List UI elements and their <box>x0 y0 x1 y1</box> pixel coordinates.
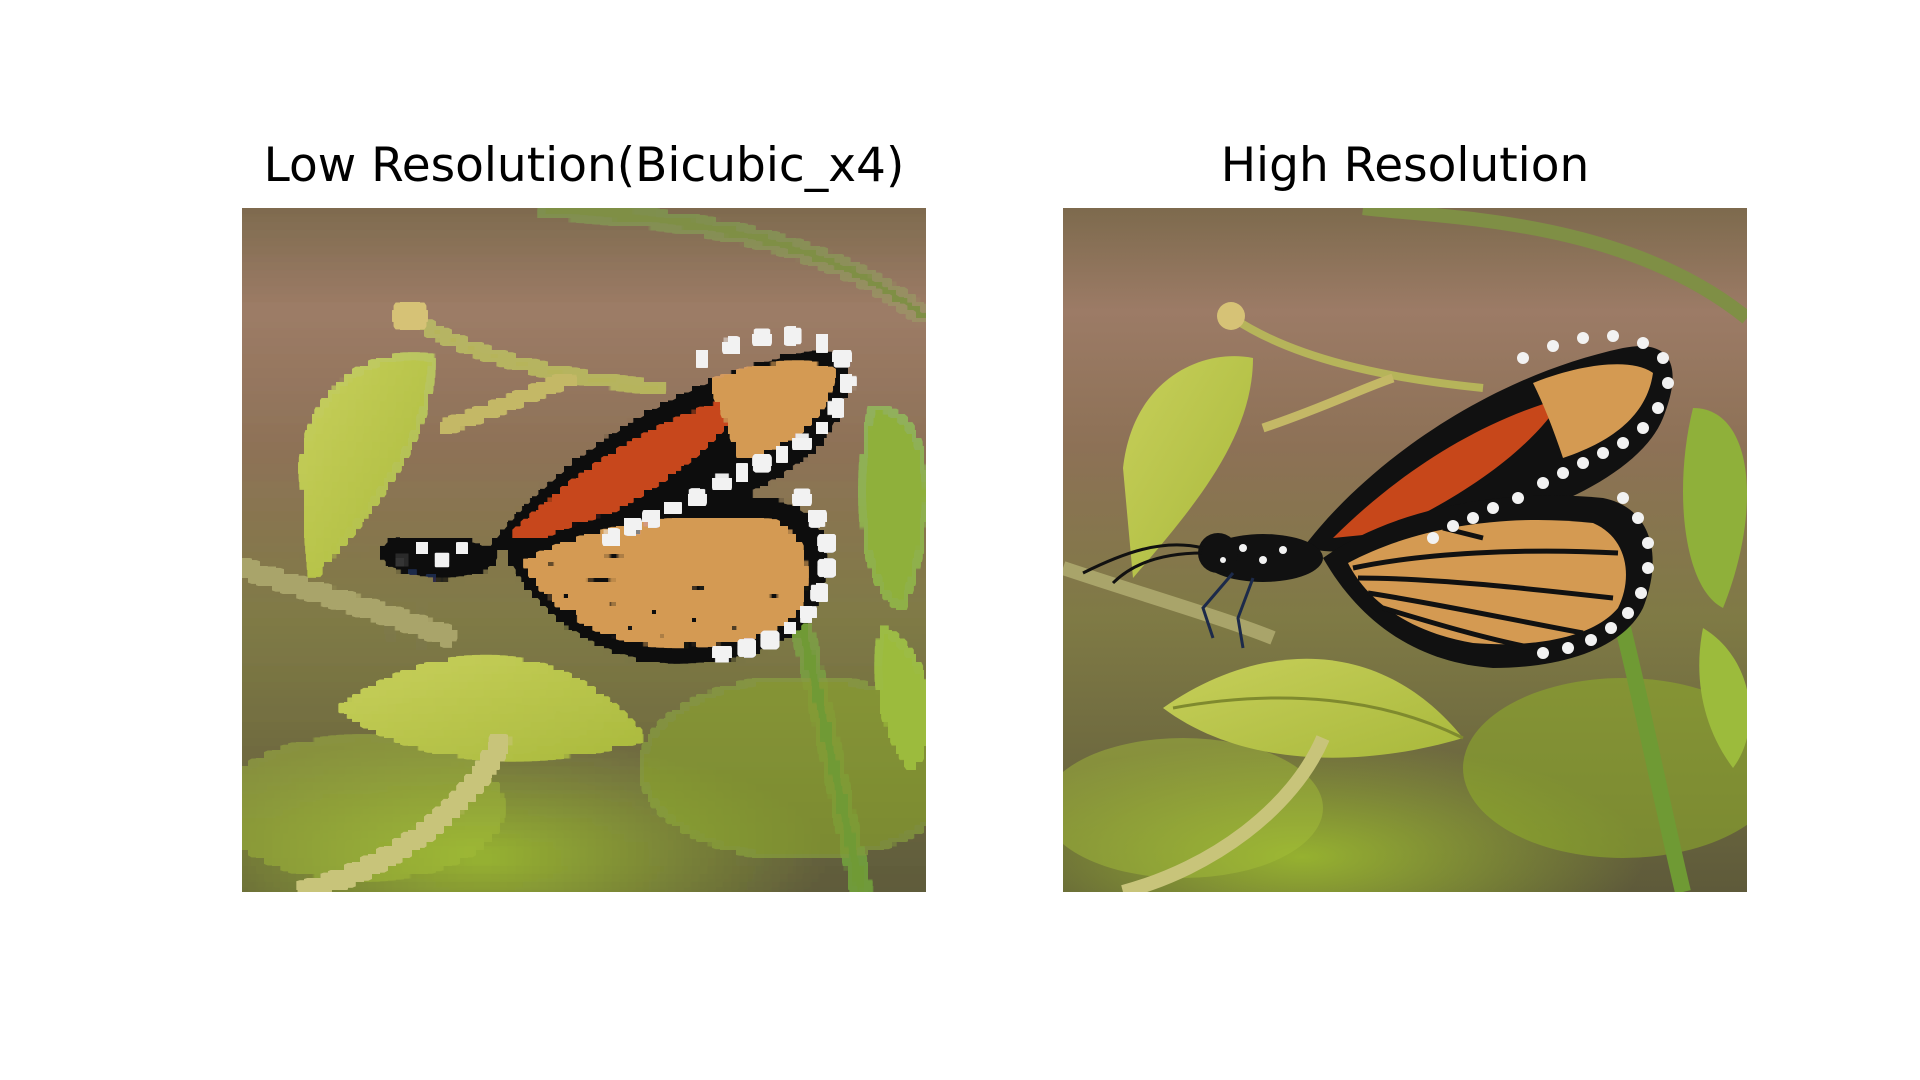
high-resolution-title: High Resolution <box>1220 138 1590 193</box>
high-resolution-panel: High Resolution <box>1063 0 1747 1080</box>
butterfly-photo-high-res <box>1063 208 1747 892</box>
high-resolution-image <box>1063 208 1747 892</box>
low-resolution-title: Low Resolution(Bicubic_x4) <box>263 138 905 193</box>
low-resolution-image <box>242 208 926 892</box>
butterfly-photo-low-res <box>242 208 926 892</box>
low-resolution-panel: Low Resolution(Bicubic_x4) <box>242 0 926 1080</box>
